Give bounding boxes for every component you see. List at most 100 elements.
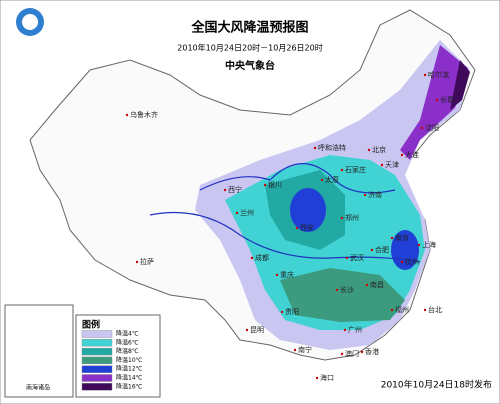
city-label: 澳门 — [345, 349, 359, 358]
city-dot — [423, 73, 427, 77]
city-label: 长春 — [440, 95, 454, 104]
city-label: 福州 — [395, 305, 409, 314]
city-label: 西宁 — [228, 185, 242, 194]
city-label: 呼和浩特 — [318, 143, 346, 152]
city-dot — [363, 193, 367, 197]
legend-swatch — [81, 356, 113, 365]
city-dot — [400, 260, 404, 264]
city-dot — [295, 226, 299, 230]
city-label: 南昌 — [370, 280, 384, 289]
city-dot — [280, 310, 284, 314]
legend-label: 降温10℃ — [116, 356, 143, 364]
city-dot — [223, 188, 227, 192]
issuer: 中央气象台 — [225, 59, 275, 72]
city-label: 上海 — [422, 240, 436, 249]
city-label: 郑州 — [345, 214, 359, 222]
city-label: 石家庄 — [345, 165, 366, 174]
city-label: 南京 — [395, 233, 409, 242]
city-dot — [293, 348, 297, 352]
city-label: 广州 — [348, 325, 362, 334]
city-dot — [345, 256, 349, 260]
zone-10 — [280, 268, 405, 322]
city-dot — [340, 352, 344, 356]
city-label: 合肥 — [375, 245, 389, 254]
city-dot — [400, 153, 404, 157]
city-label: 济南 — [368, 190, 382, 199]
zone-12 — [391, 230, 419, 270]
city-label: 哈尔滨 — [428, 70, 449, 79]
city-dot — [340, 216, 344, 220]
city-dot — [435, 98, 439, 102]
city-label: 北京 — [372, 145, 386, 154]
city-dot — [365, 283, 369, 287]
city-dot — [320, 178, 324, 182]
city-label: 杭州 — [405, 257, 419, 266]
city-dot — [125, 113, 129, 117]
city-label: 香港 — [365, 347, 379, 356]
city-dot — [263, 183, 267, 187]
zone-12 — [290, 188, 326, 232]
inset-label: 南海诸岛 — [26, 384, 50, 392]
city-label: 长沙 — [340, 285, 354, 294]
city-dot — [135, 260, 139, 264]
city-dot — [275, 273, 279, 277]
legend-label: 降温6℃ — [116, 338, 139, 346]
city-dot — [245, 328, 249, 332]
legend-label: 降温4℃ — [116, 330, 139, 338]
subtitle: 2010年10月24日20时－10月26日20时 — [177, 43, 322, 53]
city-dot — [335, 288, 339, 292]
city-label: 重庆 — [280, 270, 294, 279]
city-label: 南宁 — [298, 345, 312, 354]
inset-box — [4, 304, 74, 398]
city-label: 海口 — [320, 373, 334, 382]
city-label: 大连 — [405, 150, 419, 159]
city-dot — [315, 376, 319, 380]
city-dot — [370, 248, 374, 252]
city-label: 太原 — [325, 175, 339, 184]
city-dot — [250, 256, 254, 260]
city-dot — [420, 126, 424, 130]
zone-16 — [450, 60, 470, 110]
legend-label: 降温8℃ — [116, 347, 139, 355]
city-dot — [423, 308, 427, 312]
city-label: 银川 — [268, 180, 282, 189]
legend-label: 降温12℃ — [116, 365, 143, 373]
legend-label: 降温14℃ — [116, 374, 143, 382]
city-label: 西安 — [300, 223, 314, 232]
legend-swatch — [81, 339, 113, 347]
legend-swatch — [81, 374, 113, 382]
zone-14 — [400, 45, 468, 160]
city-dot — [340, 168, 344, 172]
legend-swatch — [81, 383, 113, 391]
city-label: 台北 — [428, 305, 442, 314]
city-dot — [343, 328, 347, 332]
footer: 2010年10月24日18时发布 — [381, 379, 492, 391]
city-label: 沈阳 — [425, 123, 439, 132]
city-label: 成都 — [255, 253, 269, 262]
city-dot — [417, 243, 421, 247]
city-dot — [390, 236, 394, 240]
city-dot — [390, 308, 394, 312]
legend-title: 图例 — [82, 319, 100, 331]
city-label: 天津 — [385, 161, 399, 169]
legend-label: 降温16℃ — [116, 382, 143, 390]
legend-swatch — [81, 347, 113, 356]
city-label: 乌鲁木齐 — [130, 110, 158, 119]
river — [149, 211, 421, 263]
city-label: 贵阳 — [285, 307, 299, 316]
river — [199, 163, 396, 194]
city-label: 昆明 — [250, 326, 264, 334]
logo-inner — [22, 14, 38, 30]
legend-swatch — [81, 365, 113, 373]
legend-swatch — [81, 330, 113, 338]
city-label: 武汉 — [350, 253, 364, 262]
city-dot — [380, 163, 384, 167]
city-label: 兰州 — [240, 208, 254, 217]
city-dot — [360, 350, 364, 354]
city-dot — [367, 148, 371, 152]
city-dot — [235, 211, 239, 215]
title: 全国大风降温预报图 — [190, 20, 308, 36]
city-label: 拉萨 — [140, 257, 154, 266]
